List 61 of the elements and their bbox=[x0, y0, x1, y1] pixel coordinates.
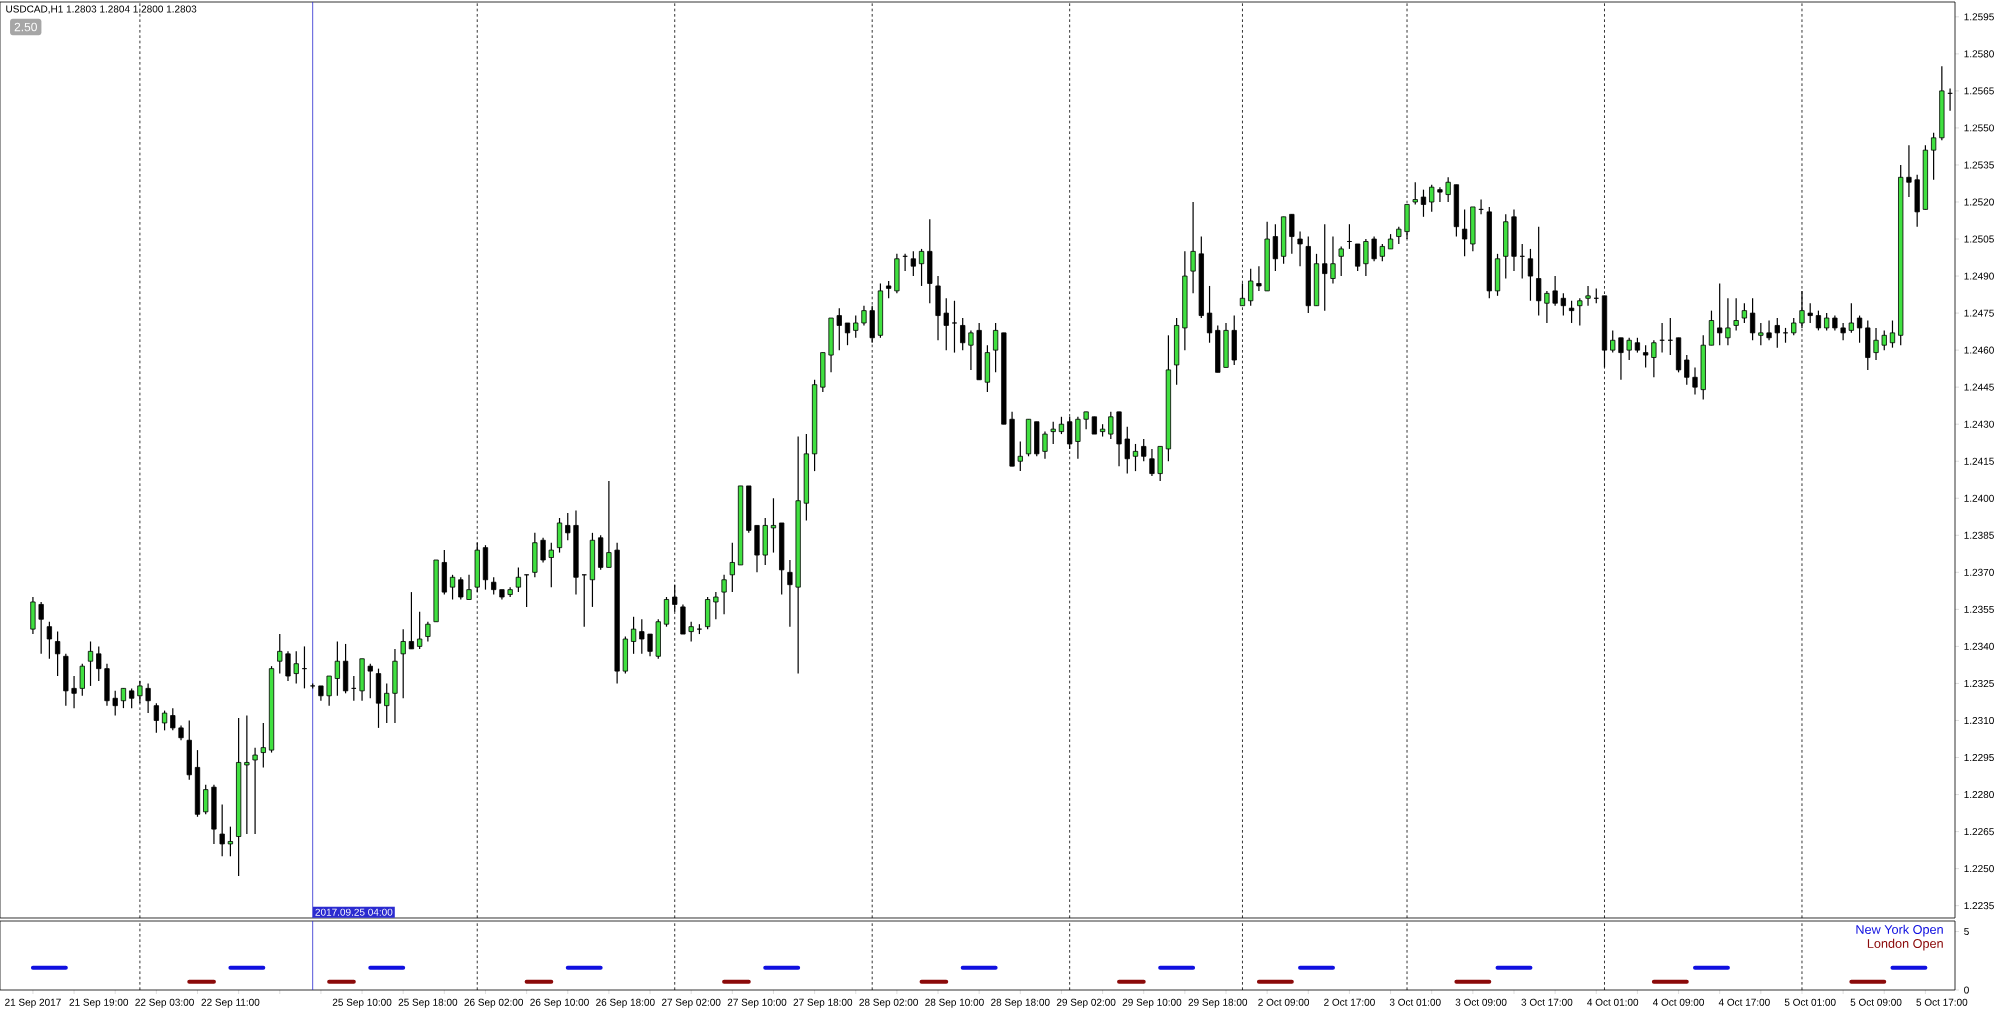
y-tick-label: 1.2535 bbox=[1964, 161, 1994, 169]
y-tick-label: 1.2445 bbox=[1964, 383, 1994, 391]
x-tick-label: 2 Oct 17:00 bbox=[1324, 998, 1375, 1006]
x-tick-label: 3 Oct 09:00 bbox=[1455, 998, 1507, 1006]
x-tick-label: 3 Oct 01:00 bbox=[1389, 998, 1441, 1006]
x-tick-label: 28 Sep 18:00 bbox=[991, 998, 1050, 1008]
y-tick-label: 1.2265 bbox=[1964, 828, 1994, 836]
y-tick-label: 1.2580 bbox=[1964, 50, 1994, 58]
y-tick-label: 1.2325 bbox=[1964, 679, 1994, 687]
y-tick-label: 1.2475 bbox=[1964, 309, 1994, 317]
x-tick-label: 4 Oct 17:00 bbox=[1718, 998, 1770, 1006]
x-tick-label: 21 Sep 19:00 bbox=[69, 998, 129, 1008]
chart-title: USDCAD,H1 1.2803 1.2804 1.2800 1.2803 bbox=[6, 5, 197, 14]
y-tick-label: 1.2550 bbox=[1964, 124, 1994, 132]
y-tick-label: 1.2295 bbox=[1964, 753, 1994, 762]
x-tick-label: 2 Oct 09:00 bbox=[1258, 998, 1310, 1006]
y-tick-label: 1.2340 bbox=[1964, 642, 1994, 650]
y-tick-label: 1.2595 bbox=[1964, 13, 1994, 21]
y-tick-label: 1.2490 bbox=[1964, 272, 1994, 280]
y-tick-label: 1.2280 bbox=[1964, 791, 1994, 799]
x-tick-label: 21 Sep 2017 bbox=[5, 998, 61, 1008]
x-tick-label: 29 Sep 02:00 bbox=[1056, 998, 1116, 1008]
x-tick-label: 28 Sep 02:00 bbox=[859, 998, 918, 1008]
y-tick-label: 1.2430 bbox=[1964, 420, 1994, 428]
y-tick-label: 1.2400 bbox=[1964, 494, 1994, 502]
x-tick-label: 27 Sep 02:00 bbox=[661, 998, 721, 1008]
y-tick-label: 1.2235 bbox=[1964, 902, 1994, 910]
x-tick-label: 28 Sep 10:00 bbox=[925, 998, 984, 1008]
x-tick-label: 26 Sep 02:00 bbox=[464, 998, 524, 1008]
y-tick-label: 1.2385 bbox=[1964, 531, 1994, 539]
x-tick-label: 25 Sep 18:00 bbox=[398, 998, 458, 1008]
y-tick-label: 1.2520 bbox=[1964, 198, 1994, 206]
y-tick-label: 1.2370 bbox=[1964, 568, 1994, 576]
x-tick-label: 26 Sep 10:00 bbox=[530, 998, 589, 1008]
x-tick-label: 5 Oct 09:00 bbox=[1850, 998, 1902, 1006]
x-tick-label: 26 Sep 18:00 bbox=[596, 998, 655, 1008]
x-tick-label: 4 Oct 09:00 bbox=[1652, 998, 1704, 1006]
y-tick-label: 1.2310 bbox=[1964, 716, 1994, 725]
x-tick-label: 27 Sep 10:00 bbox=[727, 998, 787, 1008]
y-tick-label: 1.2505 bbox=[1964, 235, 1994, 243]
y-tick-label: 1.2250 bbox=[1964, 865, 1994, 873]
x-tick-label: 27 Sep 18:00 bbox=[793, 998, 853, 1008]
x-tick-label: 22 Sep 11:00 bbox=[201, 998, 260, 1008]
x-tick-label: 29 Sep 10:00 bbox=[1122, 998, 1182, 1008]
x-tick-label: 4 Oct 01:00 bbox=[1587, 998, 1639, 1006]
y-tick-label: 0 bbox=[1964, 986, 1969, 994]
x-tick-label: 25 Sep 10:00 bbox=[332, 998, 392, 1008]
text: London Open bbox=[1867, 938, 1943, 951]
annotation: 2.50 bbox=[14, 22, 37, 32]
x-tick-label: 5 Oct 17:00 bbox=[1916, 998, 1968, 1006]
text: New York Open bbox=[1856, 924, 1943, 937]
y-tick-label: 1.2565 bbox=[1964, 87, 1994, 95]
x-tick-label: 3 Oct 17:00 bbox=[1521, 998, 1573, 1006]
x-tick-label: 5 Oct 01:00 bbox=[1784, 998, 1836, 1006]
x-tick-label: 22 Sep 03:00 bbox=[135, 998, 194, 1008]
y-tick-label: 1.2415 bbox=[1964, 457, 1994, 465]
annotation: 2017.09.25 04:00 bbox=[315, 908, 393, 916]
y-tick-label: 1.2460 bbox=[1964, 346, 1994, 354]
y-tick-label: 1.2355 bbox=[1964, 605, 1994, 613]
y-tick-label: 5 bbox=[1964, 928, 1969, 936]
x-tick-label: 29 Sep 18:00 bbox=[1188, 998, 1248, 1008]
